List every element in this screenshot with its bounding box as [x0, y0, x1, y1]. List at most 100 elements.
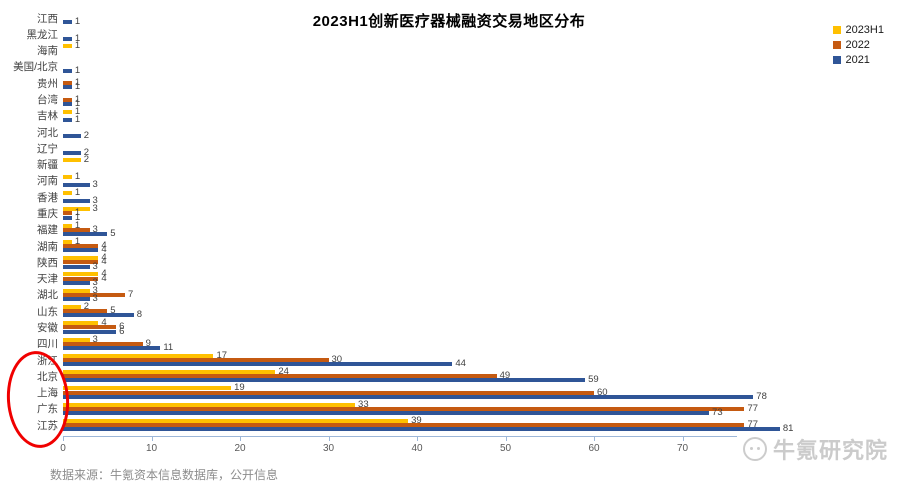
- bar-2021: [63, 345, 161, 350]
- bar-2022: [63, 406, 745, 411]
- x-axis-tick: [151, 436, 153, 441]
- value-label: 3: [92, 284, 98, 296]
- value-label: 3: [92, 195, 98, 207]
- value-label: 3: [92, 223, 98, 235]
- value-label: 11: [163, 341, 174, 353]
- category-label: 北京: [37, 370, 58, 383]
- value-label: 78: [756, 390, 767, 402]
- value-label: 1: [74, 211, 81, 223]
- bar-2023H1: [63, 288, 90, 293]
- x-axis-tick-label: 10: [145, 442, 158, 454]
- value-label: 6: [119, 321, 125, 333]
- value-label: 1: [74, 235, 81, 247]
- value-label: 33: [358, 398, 369, 410]
- category-label: 江西: [37, 12, 58, 25]
- category-label: 台湾: [37, 94, 58, 107]
- bar-2021: [63, 297, 90, 302]
- bar-2023H1: [63, 239, 72, 244]
- value-label: 81: [782, 423, 794, 435]
- value-label: 77: [747, 419, 759, 431]
- bar-2021: [63, 329, 117, 334]
- bar-2021: [63, 280, 90, 285]
- x-axis-line: [63, 435, 860, 437]
- value-label: 6: [119, 325, 125, 337]
- x-axis-tick-label: 0: [60, 442, 66, 454]
- x-axis-tick-label: 40: [411, 442, 423, 454]
- category-label: 福建: [37, 224, 58, 237]
- bar-2022: [63, 276, 99, 281]
- value-label: 39: [411, 414, 422, 426]
- bar-2023H1: [63, 402, 356, 407]
- value-label: 1: [74, 113, 81, 125]
- category-label: 海南: [37, 45, 58, 58]
- watermark-text: 牛氪研究院: [772, 438, 888, 463]
- value-label: 1: [74, 32, 81, 44]
- value-label: 3: [92, 203, 98, 215]
- bar-2023H1: [63, 337, 90, 342]
- chart-title: 2023H1创新医疗器械融资交易地区分布: [312, 13, 586, 30]
- x-axis-tick: [328, 436, 330, 441]
- x-axis-tick-label: 20: [234, 442, 246, 454]
- category-label: 新疆: [37, 159, 58, 172]
- category-label: 重庆: [37, 207, 58, 220]
- legend-item-2023H1: 2023H1: [833, 24, 884, 36]
- x-axis-tick-label: 30: [322, 442, 335, 454]
- value-label: 5: [110, 305, 116, 317]
- category-label: 浙江: [37, 354, 58, 367]
- bar-2022: [63, 390, 594, 395]
- bar-2021: [63, 199, 90, 204]
- value-label: 2: [83, 146, 89, 158]
- value-label: 8: [136, 309, 143, 321]
- value-label: 59: [588, 374, 599, 386]
- bar-2021: [63, 427, 780, 432]
- legend-label: 2022: [845, 39, 870, 51]
- x-axis-tick: [63, 436, 64, 441]
- bar-2022: [63, 292, 125, 297]
- value-label: 3: [92, 276, 98, 288]
- bar-2022: [63, 374, 497, 379]
- value-label: 1: [74, 105, 81, 117]
- bar-2023H1: [63, 353, 214, 358]
- value-label: 17: [216, 349, 228, 361]
- value-label: 44: [455, 358, 466, 370]
- legend-label: 2023H1: [845, 24, 884, 36]
- value-label: 3: [92, 293, 98, 305]
- legend-label: 2021: [845, 54, 870, 66]
- x-axis-tick: [594, 436, 595, 441]
- category-label: 天津: [37, 273, 58, 286]
- value-label: 2: [83, 130, 89, 142]
- value-label: 4: [101, 244, 107, 256]
- bar-2022: [63, 357, 329, 362]
- value-label: 60: [597, 386, 608, 398]
- category-label: 山东: [37, 305, 58, 318]
- bar-2022: [63, 309, 108, 314]
- bar-2023H1: [63, 272, 99, 277]
- bar-2023H1: [63, 223, 72, 228]
- legend-swatch-icon: [833, 56, 842, 64]
- category-label: 河北: [37, 126, 58, 139]
- value-label: 3: [92, 260, 98, 272]
- bar-2022: [63, 227, 90, 232]
- category-label: 贵州: [37, 77, 58, 90]
- x-axis-tick-label: 60: [588, 442, 600, 454]
- value-label: 1: [74, 219, 81, 231]
- value-label: 9: [145, 337, 151, 349]
- value-label: 3: [92, 179, 98, 191]
- value-label: 30: [331, 353, 343, 365]
- bar-2021: [63, 362, 453, 367]
- bar-2021: [63, 215, 72, 220]
- bar-2022: [63, 211, 72, 216]
- category-label: 陕西: [37, 256, 58, 269]
- bar-2022: [63, 81, 72, 86]
- legend-item-2021: 2021: [833, 54, 884, 66]
- bar-2023H1: [63, 207, 90, 212]
- value-label: 1: [74, 16, 81, 28]
- x-axis-tick: [417, 436, 418, 441]
- bar-2022: [63, 244, 99, 249]
- value-label: 24: [278, 366, 289, 378]
- bar-2021: [63, 264, 90, 269]
- bar-2023H1: [63, 321, 99, 326]
- watermark-logo-icon: [742, 437, 767, 461]
- value-label: 1: [74, 77, 81, 89]
